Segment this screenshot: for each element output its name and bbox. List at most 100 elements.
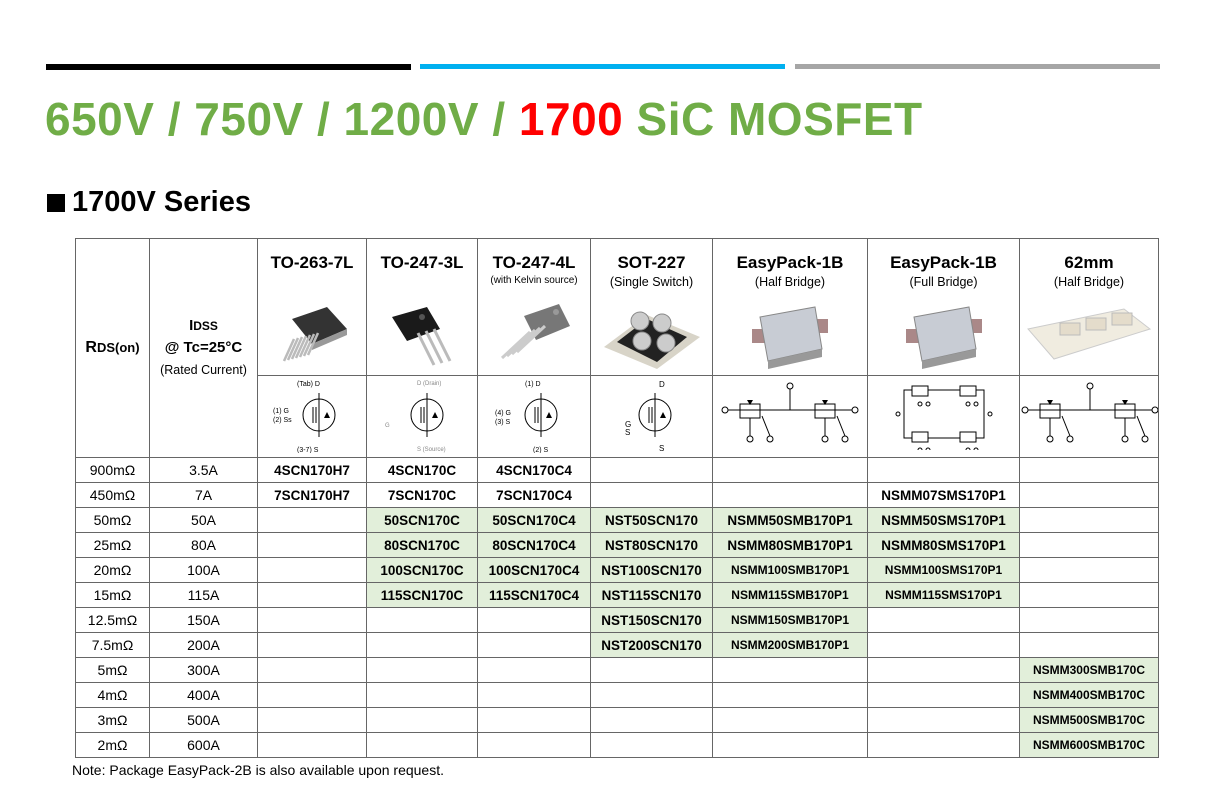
- svg-text:G: G: [385, 423, 390, 429]
- part-number: 50SCN170C4: [477, 507, 591, 533]
- table-row: 7.5mΩ 200A NST200SCN170 NSMM200SMB170P1: [75, 632, 1159, 658]
- idss-value: 80A: [149, 532, 258, 558]
- empty-cell: [477, 657, 591, 683]
- package-header-to-263-7l: TO-263-7L: [257, 238, 367, 376]
- package-subtitle: (Half Bridge): [1053, 275, 1125, 289]
- empty-cell: [257, 657, 367, 683]
- empty-cell: [366, 657, 478, 683]
- rds-value: 50mΩ: [75, 507, 150, 533]
- package-name: EasyPack-1B: [736, 253, 844, 272]
- circuit-diagram-easypack-1b-full-bridge: [867, 375, 1020, 458]
- svg-text:(4) G: (4) G: [495, 410, 511, 417]
- part-number: NST115SCN170: [590, 582, 713, 608]
- empty-cell: [257, 682, 367, 708]
- table-row: 25mΩ 80A 80SCN170C 80SCN170C4 NST80SCN170 NSM…: [75, 532, 1159, 558]
- empty-cell: [1019, 632, 1159, 658]
- part-number: 80SCN170C4: [477, 532, 591, 558]
- svg-text:(2) S: (2) S: [533, 447, 549, 453]
- empty-cell: [867, 607, 1020, 633]
- part-number: 115SCN170C: [366, 582, 478, 608]
- part-number: NSMM100SMS170P1: [867, 557, 1020, 583]
- table-row: 50mΩ 50A 50SCN170C 50SCN170C4 NST50SCN170 NSM…: [75, 507, 1159, 533]
- package-photo: [592, 295, 712, 373]
- part-number: NSMM200SMB170P1: [712, 632, 868, 658]
- idss-header: IDSS @ Tc=25°C (Rated Current): [149, 238, 258, 458]
- empty-cell: [590, 707, 713, 733]
- empty-cell: [867, 457, 1020, 483]
- package-subtitle: (Half Bridge): [754, 275, 826, 289]
- package-name: SOT-227: [617, 253, 686, 272]
- empty-cell: [867, 732, 1020, 758]
- empty-cell: [867, 632, 1020, 658]
- empty-cell: [712, 457, 868, 483]
- empty-cell: [590, 482, 713, 508]
- package-header-to-247-3l: TO-247-3L: [366, 238, 478, 376]
- package-subtitle: (Single Switch): [609, 275, 694, 289]
- idss-value: 400A: [149, 682, 258, 708]
- rds-value: 4mΩ: [75, 682, 150, 708]
- idss-value: 150A: [149, 607, 258, 633]
- empty-cell: [1019, 482, 1159, 508]
- part-number: 115SCN170C4: [477, 582, 591, 608]
- package-photo: [869, 295, 1019, 373]
- part-number: NSMM500SMB170C: [1019, 707, 1159, 733]
- part-number: NSMM150SMB170P1: [712, 607, 868, 633]
- rds-value: 12.5mΩ: [75, 607, 150, 633]
- part-number: NSMM115SMS170P1: [867, 582, 1020, 608]
- idss-value: 7A: [149, 482, 258, 508]
- rds-value: 5mΩ: [75, 657, 150, 683]
- svg-text:D (Drain): D (Drain): [417, 381, 441, 387]
- package-name: TO-247-4L: [492, 253, 576, 272]
- svg-text:(1) D: (1) D: [525, 381, 541, 388]
- svg-text:(1) G: (1) G: [273, 408, 289, 415]
- divider-gray: [795, 64, 1160, 69]
- idss-value: 100A: [149, 557, 258, 583]
- package-header-sot-227: SOT-227 (Single Switch): [590, 238, 713, 376]
- divider-blue: [420, 64, 785, 69]
- empty-cell: [590, 732, 713, 758]
- rds-value: 20mΩ: [75, 557, 150, 583]
- part-number: NST150SCN170: [590, 607, 713, 633]
- part-number: 80SCN170C: [366, 532, 478, 558]
- part-number: NST80SCN170: [590, 532, 713, 558]
- divider-black: [46, 64, 411, 70]
- section-heading: 1700V Series: [47, 186, 251, 219]
- package-photo: [479, 292, 590, 370]
- part-number: NST50SCN170: [590, 507, 713, 533]
- package-header-easypack-1b-half-bridge: EasyPack-1B (Half Bridge): [712, 238, 868, 376]
- table-row: 450mΩ 7A 7SCN170H7 7SCN170C 7SCN170C4 NSMM07S…: [75, 482, 1159, 508]
- empty-cell: [477, 707, 591, 733]
- empty-cell: [712, 682, 868, 708]
- part-number: 100SCN170C4: [477, 557, 591, 583]
- idss-value: 300A: [149, 657, 258, 683]
- circuit-diagram-easypack-1b-half-bridge: [712, 375, 868, 458]
- part-number: 7SCN170H7: [257, 482, 367, 508]
- empty-cell: [590, 682, 713, 708]
- part-number: 4SCN170C: [366, 457, 478, 483]
- idss-value: 115A: [149, 582, 258, 608]
- part-number: NSMM50SMS170P1: [867, 507, 1020, 533]
- idss-value: 3.5A: [149, 457, 258, 483]
- product-table: RDS(on) IDSS @ Tc=25°C (Rated Current) TO-…: [75, 238, 1159, 758]
- rds-value: 7.5mΩ: [75, 632, 150, 658]
- empty-cell: [257, 532, 367, 558]
- part-number: NSMM100SMB170P1: [712, 557, 868, 583]
- table-row: 4mΩ 400A NSMM400SMB170C: [75, 682, 1159, 708]
- page-title: 650V / 750V / 1200V / 1700 SiC MOSFET: [45, 93, 923, 145]
- table-row: 900mΩ 3.5A 4SCN170H7 4SCN170C 4SCN170C4: [75, 457, 1159, 483]
- part-number: NSMM80SMB170P1: [712, 532, 868, 558]
- circuit-diagram-to-263-7l: (Tab) D (1) G (2) Ss (3-7) S: [257, 375, 367, 458]
- part-number: 100SCN170C: [366, 557, 478, 583]
- rds-value: 2mΩ: [75, 732, 150, 758]
- bullet-square-icon: [47, 193, 65, 212]
- empty-cell: [867, 657, 1020, 683]
- package-photo: [1021, 295, 1158, 373]
- empty-cell: [477, 682, 591, 708]
- empty-cell: [712, 657, 868, 683]
- idss-value: 600A: [149, 732, 258, 758]
- svg-text:S (Source): S (Source): [417, 447, 446, 453]
- package-name: TO-263-7L: [270, 253, 354, 272]
- package-subtitle: (with Kelvin source): [490, 275, 578, 286]
- empty-cell: [366, 682, 478, 708]
- part-number: NSMM115SMB170P1: [712, 582, 868, 608]
